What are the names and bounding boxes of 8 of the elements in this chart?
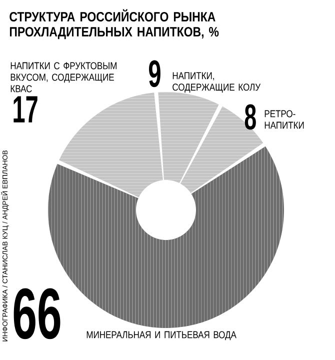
data-label: 9	[149, 60, 160, 88]
data-label: 66	[14, 288, 60, 340]
data-label: 17	[14, 96, 38, 122]
chart-title: СТРУКТУРА РОССИЙСКОГО РЫНКА ПРОХЛАДИТЕЛЬНЫХ НАПИТКОВ, %	[10, 9, 219, 40]
slice-label: РЕТРО-НАПИТКИ	[264, 110, 304, 129]
slice-label: НАПИТКИ С ФРУКТОВЫМ ВКУСОМ, СОДЕРЖАЩИЕ КВАС	[10, 62, 116, 92]
slice-label: МИНЕРАЛЬНАЯ И ПИТЬЕВАЯ ВОДА	[86, 331, 236, 340]
data-label: 8	[244, 104, 256, 130]
